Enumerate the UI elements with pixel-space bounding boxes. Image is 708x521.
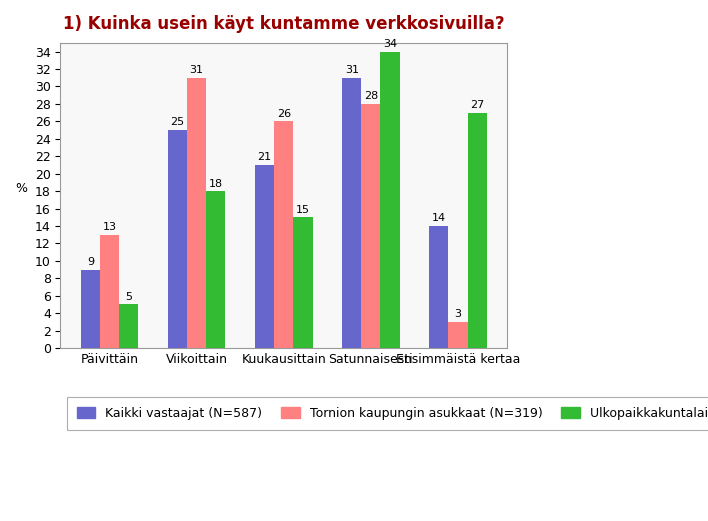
- Text: 26: 26: [277, 109, 291, 119]
- Bar: [255, 165, 274, 348]
- Bar: [361, 104, 380, 348]
- Bar: [206, 191, 225, 348]
- Text: 31: 31: [345, 65, 359, 75]
- Bar: [168, 130, 187, 348]
- Text: 21: 21: [258, 152, 272, 163]
- Text: 14: 14: [432, 214, 446, 224]
- Text: 3: 3: [455, 309, 462, 319]
- Text: 28: 28: [364, 91, 378, 101]
- Text: 34: 34: [383, 39, 397, 49]
- Text: 13: 13: [103, 222, 117, 232]
- Bar: [448, 322, 467, 348]
- Text: 15: 15: [296, 205, 310, 215]
- Bar: [119, 304, 138, 348]
- Title: 1) Kuinka usein käyt kuntamme verkkosivuilla?: 1) Kuinka usein käyt kuntamme verkkosivu…: [63, 15, 505, 33]
- Bar: [100, 235, 119, 348]
- Bar: [467, 113, 487, 348]
- Bar: [380, 52, 399, 348]
- Bar: [429, 226, 448, 348]
- Bar: [342, 78, 361, 348]
- Text: 9: 9: [87, 257, 94, 267]
- Bar: [274, 121, 293, 348]
- Bar: [187, 78, 206, 348]
- Y-axis label: %: %: [15, 182, 27, 195]
- Bar: [81, 269, 100, 348]
- Text: 18: 18: [209, 179, 223, 189]
- Legend: Kaikki vastaajat (N=587), Tornion kaupungin asukkaat (N=319), Ulkopaikkakuntalai: Kaikki vastaajat (N=587), Tornion kaupun…: [67, 397, 708, 430]
- Text: 27: 27: [470, 100, 484, 110]
- Text: 25: 25: [171, 117, 185, 128]
- Text: 31: 31: [190, 65, 204, 75]
- Text: 5: 5: [125, 292, 132, 302]
- Bar: [293, 217, 312, 348]
